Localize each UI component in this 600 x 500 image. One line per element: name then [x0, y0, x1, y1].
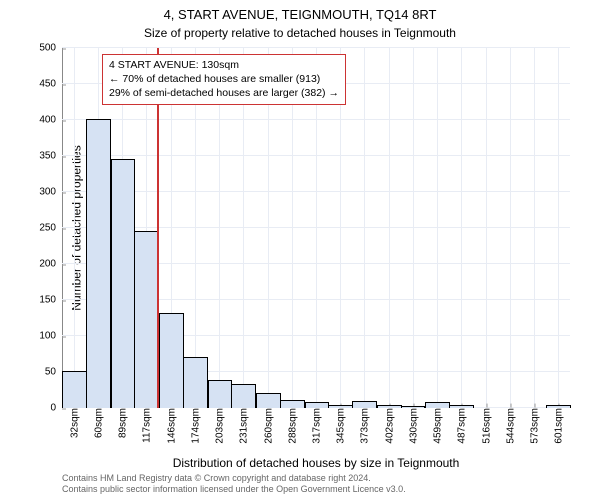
x-tick: 516sqm [479, 408, 492, 444]
plot-area: Number of detached properties Distributi… [62, 48, 570, 408]
x-tick: 89sqm [116, 408, 129, 438]
gridline-v [534, 48, 535, 408]
x-tick: 32sqm [67, 408, 80, 438]
footer-line-2: Contains public sector information licen… [62, 484, 406, 496]
x-tick: 373sqm [358, 408, 371, 444]
x-tick: 345sqm [334, 408, 347, 444]
histogram-bar [183, 357, 208, 408]
x-tick: 174sqm [188, 408, 201, 444]
gridline-v [413, 48, 414, 408]
x-tick: 317sqm [310, 408, 323, 444]
histogram-bar [159, 313, 184, 408]
gridline-v [510, 48, 511, 408]
x-tick: 146sqm [164, 408, 177, 444]
histogram-bar [208, 380, 233, 408]
annotation-line: 4 START AVENUE: 130sqm [109, 58, 339, 72]
gridline-v [389, 48, 390, 408]
histogram-bar [86, 119, 111, 408]
gridline-v [486, 48, 487, 408]
annotation-box: 4 START AVENUE: 130sqm← 70% of detached … [102, 54, 346, 105]
chart-title: 4, START AVENUE, TEIGNMOUTH, TQ14 8RT [0, 0, 600, 24]
y-tick: 200 [39, 259, 62, 270]
annotation-line: 29% of semi-detached houses are larger (… [109, 86, 339, 100]
annotation-line: ← 70% of detached houses are smaller (91… [109, 72, 339, 86]
chart-container: 4, START AVENUE, TEIGNMOUTH, TQ14 8RT Si… [0, 0, 600, 500]
histogram-bar [328, 405, 353, 408]
x-tick: 60sqm [91, 408, 104, 438]
y-tick: 150 [39, 295, 62, 306]
y-tick: 50 [45, 367, 62, 378]
histogram-bar [231, 384, 256, 408]
histogram-bar [546, 405, 571, 408]
x-tick: 402sqm [382, 408, 395, 444]
histogram-bar [401, 406, 426, 408]
y-tick: 450 [39, 79, 62, 90]
gridline-v [558, 48, 559, 408]
y-axis-label: Number of detached properties [70, 48, 84, 408]
histogram-bar [449, 405, 474, 408]
x-tick: 231sqm [237, 408, 250, 444]
x-axis-label: Distribution of detached houses by size … [62, 456, 570, 470]
histogram-bar [377, 405, 402, 408]
histogram-bar [111, 159, 136, 408]
y-tick: 400 [39, 115, 62, 126]
footer-text: Contains HM Land Registry data © Crown c… [62, 473, 406, 496]
x-tick: 487sqm [455, 408, 468, 444]
x-tick: 203sqm [213, 408, 226, 444]
x-tick: 117sqm [140, 408, 153, 443]
x-tick: 601sqm [552, 408, 565, 444]
y-tick: 100 [39, 331, 62, 342]
x-tick: 288sqm [285, 408, 298, 444]
footer-line-1: Contains HM Land Registry data © Crown c… [62, 473, 406, 485]
y-tick: 350 [39, 151, 62, 162]
histogram-bar [256, 393, 281, 408]
gridline-v [74, 48, 75, 408]
x-tick: 544sqm [503, 408, 516, 444]
histogram-bar [352, 401, 377, 408]
y-tick: 250 [39, 223, 62, 234]
histogram-bar [305, 402, 330, 408]
x-tick: 459sqm [431, 408, 444, 444]
gridline-v [437, 48, 438, 408]
y-tick: 0 [50, 403, 62, 414]
x-tick: 260sqm [261, 408, 274, 444]
chart-subtitle: Size of property relative to detached ho… [0, 24, 600, 40]
histogram-bar [62, 371, 87, 408]
y-tick: 500 [39, 43, 62, 54]
gridline-v [461, 48, 462, 408]
gridline-v [364, 48, 365, 408]
histogram-bar [134, 231, 159, 408]
x-tick: 430sqm [406, 408, 419, 444]
x-tick: 573sqm [528, 408, 541, 444]
histogram-bar [425, 402, 450, 408]
y-tick: 300 [39, 187, 62, 198]
histogram-bar [280, 400, 305, 408]
